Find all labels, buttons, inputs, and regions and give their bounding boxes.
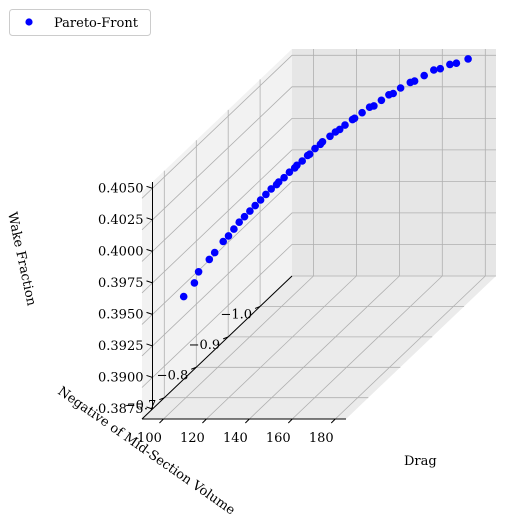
- data-point: [335, 125, 344, 134]
- data-point: [240, 212, 249, 221]
- data-point: [267, 185, 276, 193]
- x-tick-mark: [287, 418, 293, 424]
- data-point: [280, 173, 288, 182]
- x-tick-label: 160: [266, 431, 291, 446]
- y-tick-label: −0.9: [189, 338, 221, 353]
- data-point: [358, 108, 366, 117]
- x-tick-mark: [202, 418, 207, 424]
- x-tick-label: 120: [180, 431, 205, 446]
- z-gridline: [141, 244, 496, 388]
- x-tick-mark: [159, 418, 164, 424]
- data-point: [194, 268, 203, 276]
- data-point: [464, 55, 472, 63]
- data-point: [452, 59, 461, 67]
- z-tick-label: 0.3925: [98, 339, 144, 354]
- z-tick-mark: [146, 185, 153, 189]
- z-tick-label: 0.3975: [98, 276, 144, 291]
- data-point: [219, 237, 227, 246]
- z-tick-mark: [146, 248, 153, 252]
- z-tick-mark: [146, 374, 153, 378]
- z-tick-label: 0.3950: [98, 307, 144, 322]
- x-tick-label: 100: [137, 431, 162, 446]
- x-axis-title: Drag: [404, 454, 437, 469]
- data-point: [420, 71, 429, 80]
- data-point: [262, 190, 270, 199]
- data-point: [377, 96, 386, 105]
- data-point: [224, 232, 233, 240]
- z-tick-mark: [146, 311, 153, 315]
- legend: Pareto-Front: [9, 9, 151, 36]
- data-point: [190, 279, 199, 287]
- data-point: [318, 138, 327, 146]
- z-tick-label: 0.4000: [98, 244, 144, 259]
- legend-label: Pareto-Front: [54, 16, 139, 31]
- data-point: [305, 150, 314, 158]
- data-point: [410, 77, 419, 85]
- data-point: [179, 292, 188, 301]
- data-point: [205, 255, 214, 264]
- data-point: [210, 248, 219, 257]
- y-axis-line: [141, 275, 293, 420]
- pane-floor: [142, 276, 496, 419]
- data-point: [251, 201, 259, 210]
- y-tick-label: −0.7: [125, 399, 157, 414]
- data-point: [350, 114, 359, 123]
- axes: 100 120 140 160 180 −1.0 −0.9−0.8 −0.70.3875 0.3…: [98, 181, 346, 446]
- z-tick-mark: [146, 406, 153, 410]
- z-tick-label: 0.3900: [98, 370, 144, 385]
- x-tick-mark: [245, 418, 250, 424]
- data-point: [256, 196, 265, 204]
- data-point: [285, 168, 294, 176]
- data-points: [179, 55, 472, 301]
- z-tick-mark: [146, 343, 153, 347]
- data-point: [298, 157, 307, 165]
- z-axis-title: Wake Fraction: [4, 211, 39, 308]
- z-gridline: [141, 149, 496, 294]
- pane-left: [142, 49, 292, 419]
- x-tick-label: 180: [309, 431, 334, 446]
- data-point: [389, 89, 398, 98]
- data-point: [274, 178, 283, 186]
- y-tick-label: −0.8: [157, 368, 189, 383]
- data-point: [326, 132, 334, 141]
- data-point: [370, 102, 378, 110]
- z-tick-label: 0.4050: [98, 181, 144, 196]
- y-tick-mark: [191, 366, 197, 370]
- z-tick-label: 0.4025: [98, 213, 144, 228]
- data-point: [446, 60, 454, 69]
- z-tick-mark: [146, 217, 153, 221]
- data-point: [430, 66, 438, 74]
- legend-box: [9, 9, 151, 36]
- x-tick-label: 140: [223, 431, 248, 446]
- pane-right: [292, 49, 496, 276]
- data-point: [436, 64, 445, 73]
- data-point: [396, 84, 405, 92]
- legend-marker: [25, 18, 33, 26]
- data-point: [341, 121, 349, 129]
- z-gridline: [141, 54, 496, 199]
- z-gridline: [141, 86, 496, 231]
- y-tick-mark: [159, 397, 165, 401]
- z-gridline: [141, 118, 496, 262]
- z-tick-label: 0.3875: [98, 402, 144, 417]
- data-point: [230, 225, 238, 233]
- y-tick-label: −1.0: [221, 307, 253, 322]
- z-gridline: [141, 212, 496, 357]
- data-point: [311, 144, 319, 153]
- z-tick-mark: [146, 280, 153, 284]
- data-point: [235, 218, 243, 226]
- data-point: [246, 207, 254, 215]
- data-point: [293, 161, 301, 170]
- y-tick-mark: [222, 336, 229, 340]
- axes-panes: [142, 49, 496, 419]
- x-tick-mark: [330, 418, 336, 424]
- z-gridline: [141, 180, 496, 325]
- y-tick-mark: [254, 305, 261, 309]
